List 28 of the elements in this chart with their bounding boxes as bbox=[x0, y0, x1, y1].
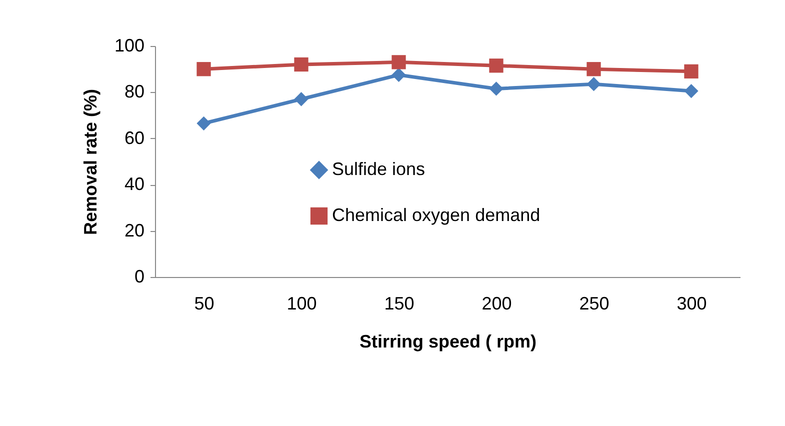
y-tick-label: 20 bbox=[124, 220, 144, 240]
y-tick-label: 0 bbox=[134, 266, 144, 286]
y-tick-label: 100 bbox=[114, 36, 144, 56]
y-tick-label: 60 bbox=[124, 128, 144, 148]
x-tick-label: 100 bbox=[286, 294, 317, 314]
x-axis-title: Stirring speed ( rpm) bbox=[359, 332, 537, 352]
point bbox=[196, 116, 211, 130]
point bbox=[294, 57, 308, 72]
point bbox=[392, 55, 406, 70]
legend-label: Sulfide ions bbox=[332, 159, 426, 179]
point bbox=[196, 62, 211, 76]
x-tick-label: 150 bbox=[384, 294, 414, 314]
y-tick-label: 40 bbox=[124, 174, 144, 194]
point bbox=[586, 77, 601, 92]
x-tick-label: 300 bbox=[676, 294, 707, 314]
point bbox=[684, 64, 698, 78]
point bbox=[294, 92, 308, 106]
x-tick-label: 200 bbox=[482, 294, 512, 314]
point bbox=[586, 62, 601, 76]
point bbox=[489, 82, 504, 96]
y-axis-title: Removal rate (%) bbox=[80, 88, 100, 236]
point bbox=[684, 84, 698, 98]
x-tick-label: 50 bbox=[194, 294, 214, 314]
legend-label: Chemical oxygen demand bbox=[332, 205, 540, 225]
x-tick-label: 250 bbox=[579, 294, 610, 314]
point bbox=[392, 68, 406, 82]
y-tick-label: 80 bbox=[124, 82, 144, 102]
point bbox=[489, 58, 504, 73]
